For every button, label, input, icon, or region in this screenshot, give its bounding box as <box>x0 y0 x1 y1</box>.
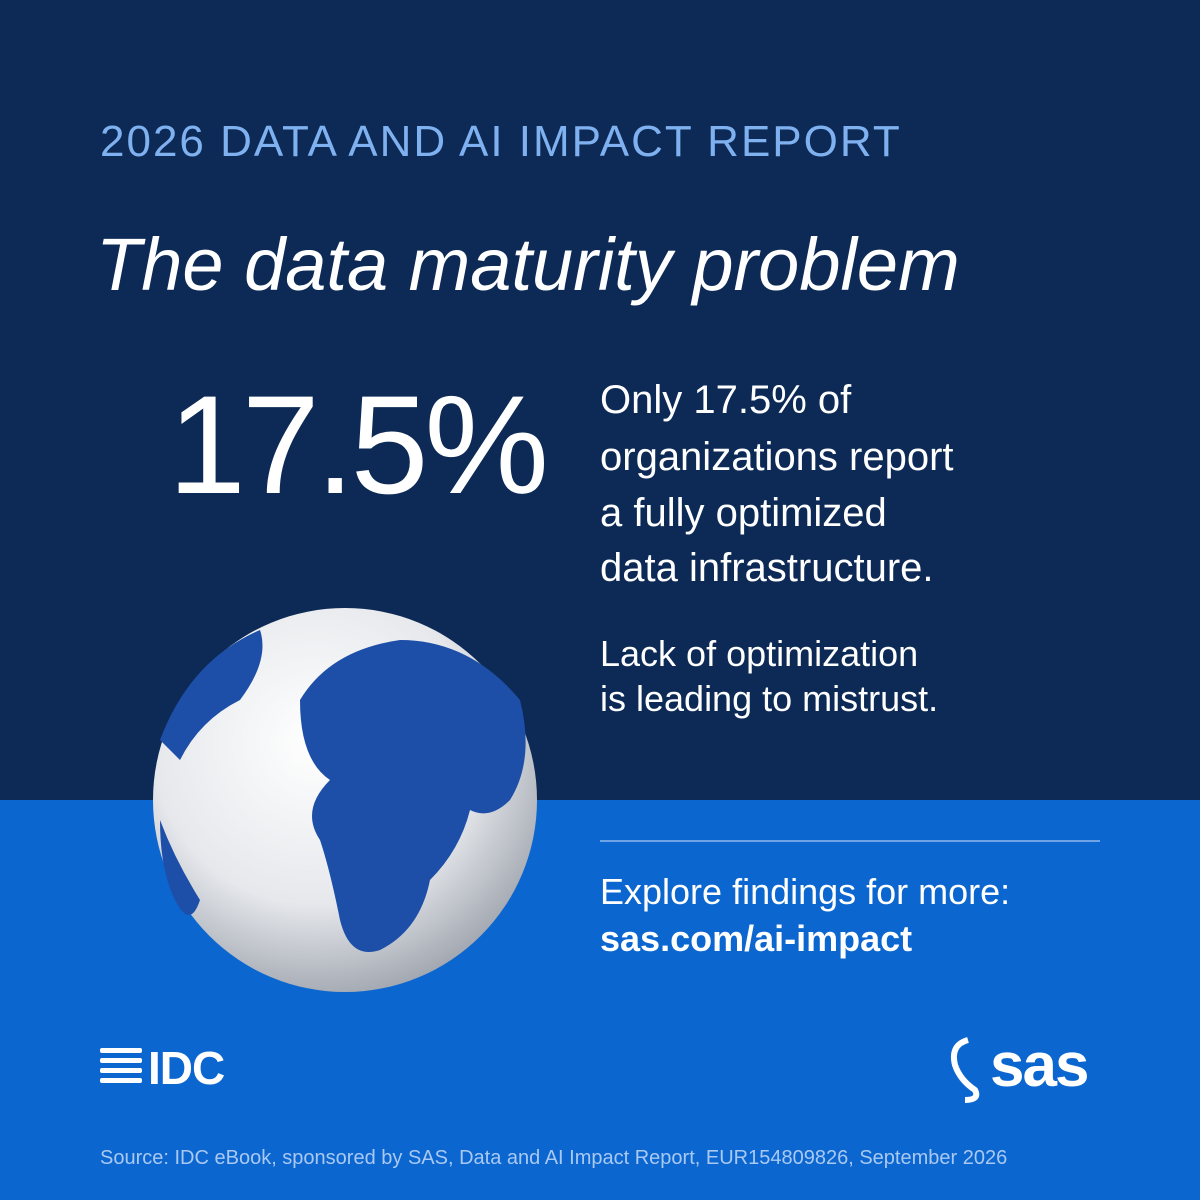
continent <box>160 820 200 915</box>
cta-text: Explore findings for more: <box>600 871 1011 912</box>
idc-mark <box>100 1048 142 1083</box>
stat-value: 17.5% <box>168 366 549 523</box>
sas-logo: sas <box>990 1031 1089 1100</box>
footer-source: Source: IDC eBook, sponsored by SAS, Dat… <box>100 1147 1008 1169</box>
title: The data maturity problem <box>96 223 960 306</box>
idc-logo: IDC <box>148 1042 225 1094</box>
stat-description: a fully optimized <box>600 491 887 535</box>
stat-description: Only 17.5% of <box>600 378 852 422</box>
divider <box>600 840 1100 842</box>
top-panel <box>0 0 1200 800</box>
sas-mark <box>950 1037 980 1103</box>
kicker: 2026 DATA AND AI IMPACT REPORT <box>100 117 902 166</box>
continent <box>300 640 526 952</box>
note: Lack of optimization <box>600 633 919 674</box>
stat-description: data infrastructure. <box>600 546 934 590</box>
note: is leading to mistrust. <box>600 678 939 719</box>
stat-description: organizations report <box>600 435 954 479</box>
cta-url[interactable]: sas.com/ai-impact <box>600 918 913 959</box>
continent <box>160 630 263 760</box>
